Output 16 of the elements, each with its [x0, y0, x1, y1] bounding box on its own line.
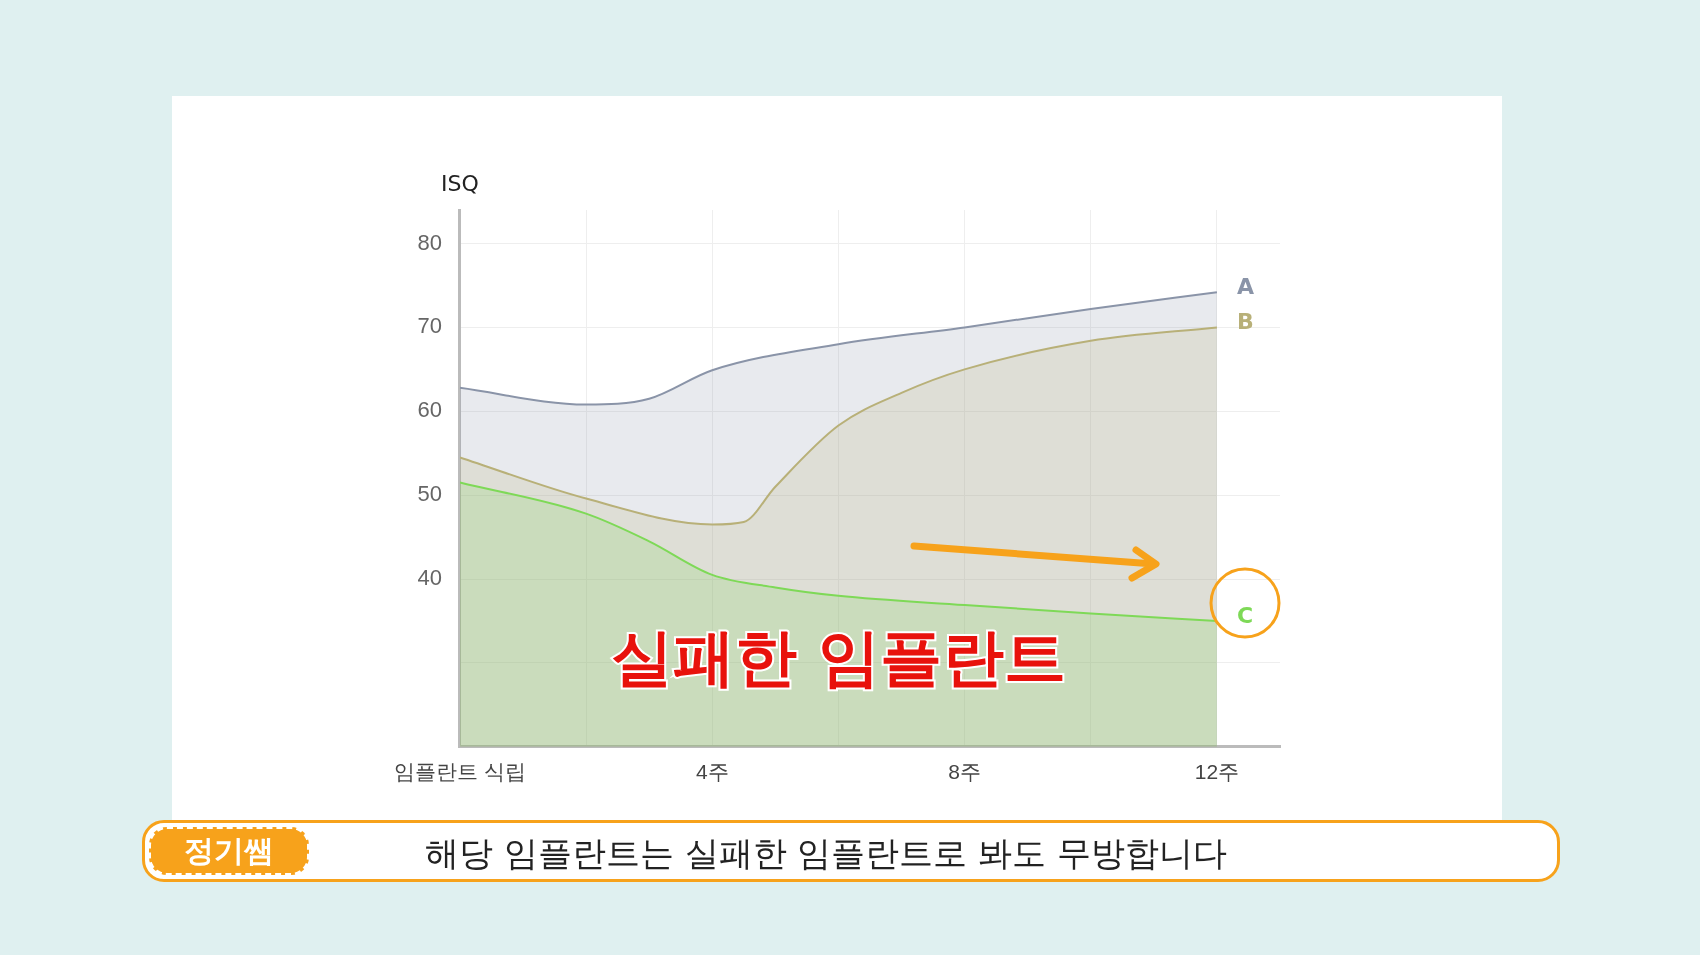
x-tick-label: 8주: [948, 760, 981, 784]
annotation: 실패한 임플란트: [610, 621, 1067, 695]
y-tick-label: 60: [417, 397, 442, 423]
series-label: B: [1236, 309, 1254, 335]
series-label: C: [1236, 602, 1254, 628]
x-tick-label: 임플란트 식립: [394, 760, 526, 784]
x-tick-label: 12주: [1194, 760, 1240, 784]
text: 해당 임플란트는 실패한 임플란트로 봐도 무방합니다: [425, 832, 1228, 875]
series-label: A: [1236, 273, 1254, 299]
text: 정기쌤: [149, 827, 309, 875]
x-tick-label: 4주: [695, 760, 729, 784]
y-axis-title: ISQ: [441, 170, 479, 196]
y-tick-label: 80: [417, 229, 442, 255]
y-tick-label: 70: [417, 313, 442, 339]
y-tick-label: 50: [417, 481, 442, 507]
y-tick-label: 40: [417, 565, 442, 591]
